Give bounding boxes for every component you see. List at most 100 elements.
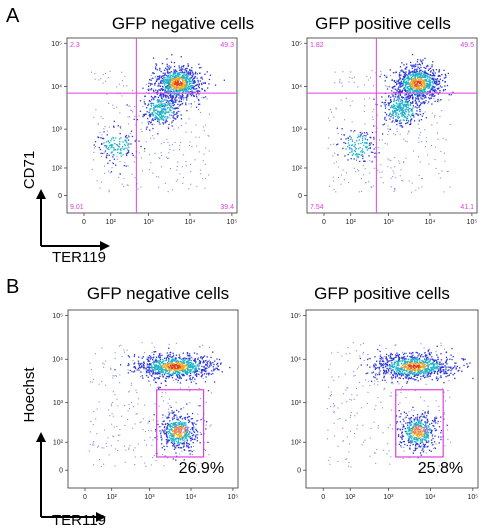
event-point: [176, 437, 178, 440]
event-point: [212, 372, 214, 375]
event-point: [394, 121, 396, 123]
event-point: [417, 99, 419, 101]
event-point: [194, 73, 196, 75]
event-point: [93, 151, 95, 153]
event-point: [126, 85, 128, 87]
event-point: [142, 366, 144, 369]
event-point: [153, 137, 155, 139]
event-point: [179, 100, 181, 103]
event-point: [108, 142, 111, 144]
event-point: [405, 104, 407, 106]
event-point: [178, 149, 180, 151]
event-point: [366, 133, 369, 135]
event-point: [335, 191, 337, 193]
event-point: [198, 83, 200, 85]
event-point: [101, 134, 103, 136]
event-point: [197, 434, 199, 436]
event-point: [436, 91, 438, 94]
event-point: [383, 102, 385, 104]
event-point: [174, 101, 176, 103]
event-point: [175, 81, 177, 83]
quadrant-value-upper-right: 49.3: [220, 42, 234, 49]
event-point: [128, 447, 130, 449]
event-point: [167, 70, 169, 73]
event-point: [165, 104, 167, 106]
event-point: [164, 360, 166, 362]
event-point: [178, 423, 181, 426]
event-point: [167, 86, 169, 88]
event-point: [350, 158, 352, 160]
event-point: [409, 88, 411, 90]
event-point: [162, 118, 165, 120]
event-point: [170, 93, 172, 96]
event-point: [186, 75, 188, 77]
event-point: [192, 93, 194, 95]
event-point: [151, 375, 153, 377]
event-point: [119, 434, 121, 436]
event-point: [170, 100, 173, 102]
event-point: [152, 370, 154, 372]
event-point: [183, 357, 185, 359]
event-point: [217, 362, 219, 365]
event-point: [141, 122, 143, 124]
event-point: [203, 82, 205, 84]
event-point: [422, 362, 424, 364]
event-point: [160, 368, 162, 370]
event-point: [181, 362, 184, 365]
event-point: [400, 366, 403, 368]
event-point: [152, 357, 154, 359]
event-point: [419, 161, 421, 163]
event-point: [167, 365, 169, 367]
event-point: [95, 109, 97, 111]
event-point: [166, 116, 168, 118]
event-point: [390, 167, 392, 169]
event-point: [215, 367, 217, 369]
event-point: [195, 436, 197, 438]
event-point: [168, 358, 170, 360]
event-point: [427, 73, 429, 75]
event-point: [189, 436, 191, 438]
event-point: [156, 109, 158, 111]
event-point: [385, 119, 387, 121]
event-point: [125, 139, 127, 141]
event-point: [184, 434, 186, 436]
event-point: [196, 437, 198, 439]
event-point: [147, 123, 150, 125]
event-point: [168, 90, 170, 92]
event-point: [132, 90, 134, 92]
event-point: [410, 365, 412, 367]
event-point: [98, 383, 100, 385]
event-point: [190, 103, 192, 105]
event-point: [429, 81, 431, 83]
event-point: [124, 75, 126, 77]
event-point: [187, 445, 189, 447]
event-point: [337, 166, 339, 168]
event-point: [187, 368, 189, 370]
event-point: [428, 68, 430, 70]
event-point: [168, 371, 170, 374]
event-point: [150, 79, 152, 81]
event-point: [205, 428, 207, 430]
event-point: [162, 417, 164, 419]
event-point: [416, 113, 418, 115]
event-point: [388, 96, 390, 98]
event-point: [184, 418, 186, 420]
event-point: [171, 80, 173, 82]
event-point: [420, 73, 423, 75]
event-point: [390, 186, 392, 188]
event-point: [148, 371, 151, 374]
event-point: [399, 109, 402, 111]
event-point: [162, 362, 164, 364]
event-point: [188, 431, 191, 433]
event-point: [399, 102, 401, 104]
event-point: [151, 99, 153, 101]
event-point: [92, 444, 94, 446]
event-point: [173, 111, 175, 113]
event-point: [190, 131, 192, 133]
event-point: [166, 95, 168, 97]
event-point: [144, 352, 146, 354]
event-point: [158, 386, 160, 388]
event-point: [432, 81, 434, 83]
event-point: [186, 431, 188, 433]
event-point: [202, 377, 204, 379]
